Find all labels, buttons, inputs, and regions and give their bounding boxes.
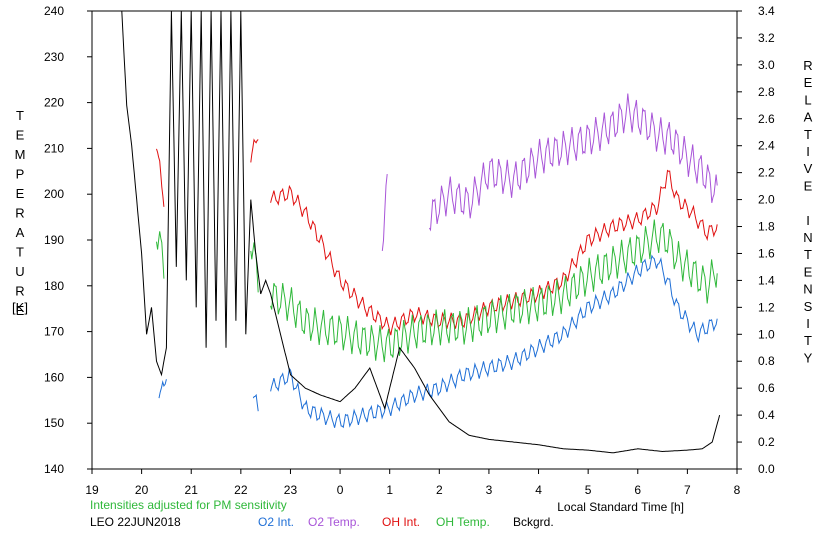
plot-area [121,11,721,454]
y-right-tick-label: 1.4 [758,273,775,287]
y-right-label-letter: I [806,213,810,228]
y-right-label-letter: N [803,282,812,297]
x-tick-label: 4 [535,483,542,497]
legend-o2-int: O2 Int. [258,515,294,529]
y-right-label-letter: E [804,75,813,90]
series-oh-temp [270,219,718,363]
y-right-tick-label: 2.2 [758,166,775,180]
y-left-label-letter: R [15,206,24,221]
y-right-label-letter: R [803,58,812,73]
y-right-tick-label: 3.4 [758,4,775,18]
y-left-label-letter: U [15,264,24,279]
y-right-tick-label: 0.4 [758,408,775,422]
legend-oh-int: OH Int. [382,515,420,529]
x-tick-label: 5 [585,483,592,497]
series-o2-int [158,379,167,399]
station-date-label: LEO 22JUN2018 [90,515,181,529]
x-axis-label: Local Standard Time [h] [557,500,684,514]
y-right-label-letter: E [804,264,813,279]
sensitivity-note: Intensities adjusted for PM sensitivity [90,498,287,512]
y-left-label-letter: E [16,128,25,143]
x-tick-label: 6 [634,483,641,497]
x-tick-label: 3 [486,483,493,497]
y-left-label-letter: M [15,147,26,162]
y-right-label-letter: T [804,247,812,262]
y-left-tick-label: 230 [44,50,64,64]
y-left-tick-label: 180 [44,279,64,293]
y-left-unit: [K] [12,300,28,315]
y-left-label-letter: E [16,186,25,201]
y-right-label-letter: V [804,161,813,176]
series-bckgrd [121,11,721,454]
y-left-label-letter: T [16,245,24,260]
y-right-label-letter: L [804,92,811,107]
series-oh-int [156,148,165,207]
y-left-tick-label: 240 [44,4,64,18]
y-left-tick-label: 150 [44,416,64,430]
y-right-tick-label: 0.2 [758,435,775,449]
x-tick-label: 8 [734,483,741,497]
x-tick-label: 1 [386,483,393,497]
y-right-tick-label: 1.6 [758,246,775,260]
y-left-tick-label: 170 [44,325,64,339]
y-right-tick-label: 2.6 [758,112,775,126]
x-tick-label: 19 [85,483,99,497]
y-left-tick-label: 160 [44,370,64,384]
y-left-tick-label: 210 [44,141,64,155]
y-right-tick-label: 3.0 [758,58,775,72]
y-right-label-letter: N [803,230,812,245]
y-right-label-letter: E [804,178,813,193]
series-oh-int [250,138,259,163]
y-right-tick-label: 2.4 [758,139,775,153]
y-right-tick-label: 1.8 [758,220,775,234]
y-left-tick-label: 220 [44,96,64,110]
y-right-tick-label: 2.0 [758,193,775,207]
y-left-label-letter: T [16,108,24,123]
y-left-tick-label: 140 [44,462,64,476]
y-right-label-letter: Y [804,350,813,365]
y-right-label-letter: I [806,144,810,159]
y-left-tick-label: 190 [44,233,64,247]
y-left-label-letter: R [15,284,24,299]
y-right-tick-label: 3.2 [758,31,775,45]
y-left-tick-label: 200 [44,187,64,201]
y-right-tick-label: 2.8 [758,85,775,99]
y-right-label-letter: S [804,299,813,314]
y-right-tick-label: 1.0 [758,327,775,341]
y-right-label-letter: T [804,333,812,348]
y-left-label-letter: P [16,167,25,182]
series-o2-int [270,254,718,429]
x-tick-label: 7 [684,483,691,497]
series-oh-temp [250,242,259,293]
series-o2-int [252,393,259,412]
x-tick-label: 20 [135,483,149,497]
legend-oh-temp: OH Temp. [436,515,490,529]
series-oh-temp [156,231,165,279]
y-left-label-letter: A [16,225,25,240]
legend-o2-temp: O2 Temp. [308,515,360,529]
x-tick-label: 22 [234,483,248,497]
x-tick-label: 21 [185,483,199,497]
y-right-tick-label: 0.0 [758,462,775,476]
y-right-label-letter: I [806,316,810,331]
x-tick-label: 23 [284,483,298,497]
series-o2-temp [428,93,718,232]
y-right-label-letter: T [804,127,812,142]
y-right-tick-label: 1.2 [758,300,775,314]
y-right-tick-label: 0.6 [758,381,775,395]
axes: 1401501601701801902002102202302400.00.20… [44,4,775,497]
series-o2-temp [381,174,388,251]
y-right-tick-label: 0.8 [758,354,775,368]
legend-bckgrd: Bckgrd. [513,515,554,529]
y-left-label-letter: E [16,303,25,318]
y-right-label-letter: A [804,110,813,125]
x-tick-label: 2 [436,483,443,497]
x-tick-label: 0 [337,483,344,497]
